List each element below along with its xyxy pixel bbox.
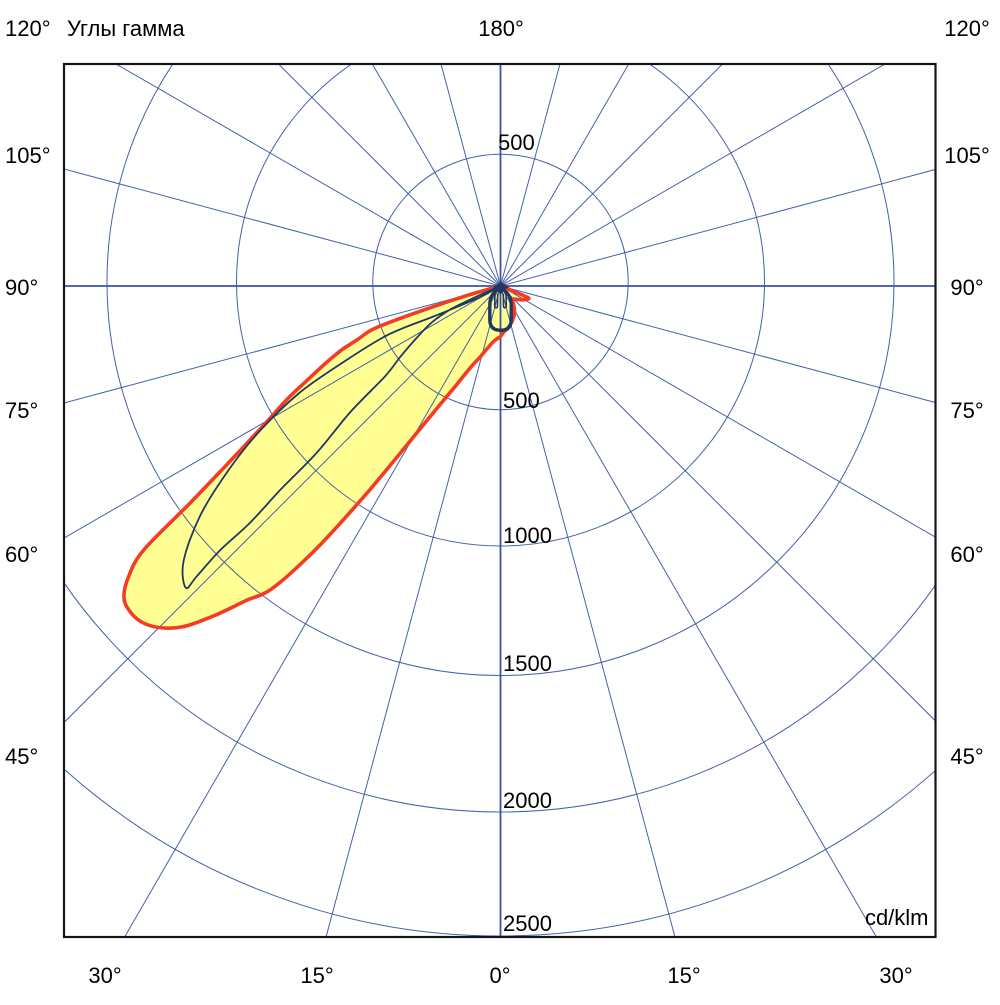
svg-text:500: 500 (498, 130, 535, 155)
svg-text:30°: 30° (879, 963, 912, 988)
svg-text:120°: 120° (944, 16, 990, 41)
svg-text:105°: 105° (5, 143, 51, 168)
svg-text:75°: 75° (5, 398, 38, 423)
svg-text:15°: 15° (300, 963, 333, 988)
svg-text:2500: 2500 (503, 911, 552, 936)
svg-text:45°: 45° (5, 744, 38, 769)
svg-text:90°: 90° (950, 275, 983, 300)
svg-text:cd/klm: cd/klm (865, 905, 929, 930)
svg-text:60°: 60° (5, 542, 38, 567)
svg-text:500: 500 (503, 388, 540, 413)
svg-text:30°: 30° (88, 963, 121, 988)
svg-text:90°: 90° (5, 275, 38, 300)
svg-text:1000: 1000 (503, 523, 552, 548)
svg-text:2000: 2000 (503, 788, 552, 813)
svg-text:45°: 45° (950, 744, 983, 769)
svg-text:120°: 120° (5, 16, 51, 41)
svg-text:Углы гамма: Углы гамма (67, 16, 185, 41)
svg-text:0°: 0° (489, 963, 510, 988)
svg-text:75°: 75° (950, 398, 983, 423)
svg-text:15°: 15° (667, 963, 700, 988)
svg-text:1500: 1500 (503, 651, 552, 676)
svg-text:180°: 180° (478, 16, 524, 41)
svg-text:60°: 60° (950, 542, 983, 567)
svg-text:105°: 105° (944, 143, 990, 168)
